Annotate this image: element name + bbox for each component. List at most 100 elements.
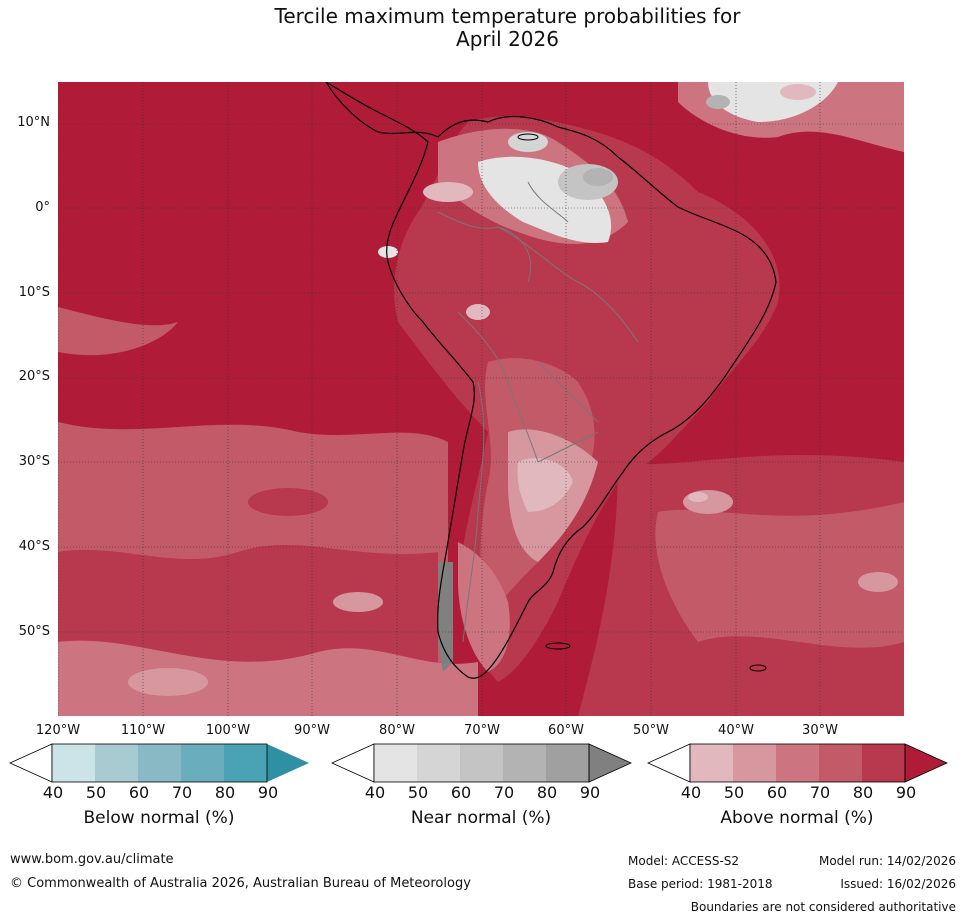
above-40-colombia <box>423 182 473 202</box>
title-line-2: April 2026 <box>456 27 559 51</box>
island-outline-1 <box>517 133 539 141</box>
colorbar-below-normal <box>9 743 309 783</box>
colorbar-above-bin-5 <box>862 744 905 782</box>
country-boundaries <box>437 181 639 643</box>
falklands-outline <box>749 664 767 672</box>
colorbar-below-bin-3 <box>138 744 181 782</box>
colorbar-below-bin-4 <box>181 744 224 782</box>
above-50-patch-2 <box>333 592 383 612</box>
above-40-patch-6 <box>688 492 708 502</box>
near-90-andes-south <box>438 562 453 672</box>
tick-label: 70 <box>171 783 193 802</box>
footer-disclaimer: Boundaries are not considered authoritat… <box>690 900 956 914</box>
colorbar-above-bin-1 <box>690 744 733 782</box>
colorbar-below-bin-2 <box>95 744 138 782</box>
lat-label-30s: 30°S <box>18 454 50 469</box>
lat-label-50s: 50°S <box>18 624 50 639</box>
colorbar-near-bin-5 <box>546 744 589 782</box>
footer-model: Model: ACCESS-S2 <box>628 854 740 868</box>
tick-label: 50 <box>723 783 745 802</box>
colorbar-below-frame <box>51 743 268 783</box>
lon-label-30w: 30°W <box>802 723 838 738</box>
tick-label: 90 <box>579 783 601 802</box>
lon-label-120w: 120°W <box>35 723 81 738</box>
above-50-patch-5 <box>683 490 733 514</box>
near-50-ecuador <box>378 246 398 258</box>
map-canvas <box>58 82 904 716</box>
colorbar-below-arrow-left <box>9 743 53 783</box>
tick-label: 40 <box>42 783 64 802</box>
colorbar-near-bin-2 <box>417 744 460 782</box>
footer-copyright: © Commonwealth of Australia 2026, Austra… <box>10 876 471 891</box>
above-40-patch-ne <box>780 84 816 100</box>
tick-label: 50 <box>85 783 107 802</box>
graticule <box>58 82 904 716</box>
colorbar-near-frame <box>373 743 590 783</box>
colorbar-near-bin-3 <box>460 744 503 782</box>
colorbar-near-arrow-left <box>331 743 375 783</box>
colorbar-above-bin-2 <box>733 744 776 782</box>
near-80-guyana <box>583 168 613 186</box>
lat-label-10n: 10°N <box>17 115 50 130</box>
above-40-peru <box>466 304 490 320</box>
lon-label-70w: 70°W <box>464 723 500 738</box>
above-40-land-pampas <box>517 458 573 512</box>
colorbar-above-bin-3 <box>776 744 819 782</box>
colorbar-below-title: Below normal (%) <box>83 808 235 828</box>
lat-label-10s: 10°S <box>18 285 50 300</box>
colorbar-below-bin-5 <box>224 744 267 782</box>
colorbar-near-normal <box>331 743 632 783</box>
tick-label: 40 <box>364 783 386 802</box>
forecast-map[interactable] <box>58 82 904 716</box>
above-80-patch-4 <box>248 488 328 516</box>
near-80-patch-ne <box>706 95 730 109</box>
lat-label-0: 0° <box>35 200 50 215</box>
lon-label-100w: 100°W <box>205 723 251 738</box>
tick-label: 40 <box>680 783 702 802</box>
colorbar-near-bin-4 <box>503 744 546 782</box>
tick-label: 60 <box>766 783 788 802</box>
above-60-region-far-s <box>58 640 478 716</box>
colorbar-near-bin-1 <box>374 744 417 782</box>
tick-label: 70 <box>809 783 831 802</box>
footer-issued: Issued: 16/02/2026 <box>840 877 956 891</box>
tick-label: 60 <box>128 783 150 802</box>
colorbar-below-bin-1 <box>52 744 95 782</box>
lat-label-40s: 40°S <box>18 539 50 554</box>
map-title: Tercile maximum temperature probabilitie… <box>0 5 965 51</box>
lon-label-40w: 40°W <box>718 723 754 738</box>
tick-label: 80 <box>536 783 558 802</box>
lon-label-110w: 110°W <box>120 723 166 738</box>
above-70-region-se <box>655 502 904 648</box>
colorbar-near-arrow-right <box>588 743 632 783</box>
near-60-venezuela <box>508 132 548 152</box>
lon-label-80w: 80°W <box>379 723 415 738</box>
colorbar-above-arrow-right <box>904 743 948 783</box>
tick-label: 70 <box>493 783 515 802</box>
lon-label-90w: 90°W <box>294 723 330 738</box>
colorbar-above-title: Above normal (%) <box>720 808 874 828</box>
tick-label: 90 <box>895 783 917 802</box>
colorbar-above-normal <box>647 743 948 783</box>
above-50-patch-1 <box>128 668 208 696</box>
footer-model-run: Model run: 14/02/2026 <box>818 854 956 868</box>
colorbar-above-frame <box>689 743 906 783</box>
footer-website[interactable]: www.bom.gov.au/climate <box>10 852 174 867</box>
continent-coastline <box>325 82 777 679</box>
lon-label-60w: 60°W <box>548 723 584 738</box>
colorbar-above-arrow-left <box>647 743 691 783</box>
colorbar-below-arrow-right <box>267 744 309 782</box>
lon-label-50w: 50°W <box>633 723 669 738</box>
tick-label: 80 <box>852 783 874 802</box>
lat-label-20s: 20°S <box>18 369 50 384</box>
above-50-patch-7 <box>858 572 898 592</box>
tick-label: 80 <box>214 783 236 802</box>
title-line-1: Tercile maximum temperature probabilitie… <box>274 4 741 28</box>
above-70-patch-w <box>58 307 178 356</box>
colorbar-above-bin-4 <box>819 744 862 782</box>
tick-label: 60 <box>450 783 472 802</box>
island-outline-2 <box>545 642 571 650</box>
tick-label: 50 <box>407 783 429 802</box>
footer-base-period: Base period: 1981-2018 <box>628 877 773 891</box>
tick-label: 90 <box>257 783 279 802</box>
